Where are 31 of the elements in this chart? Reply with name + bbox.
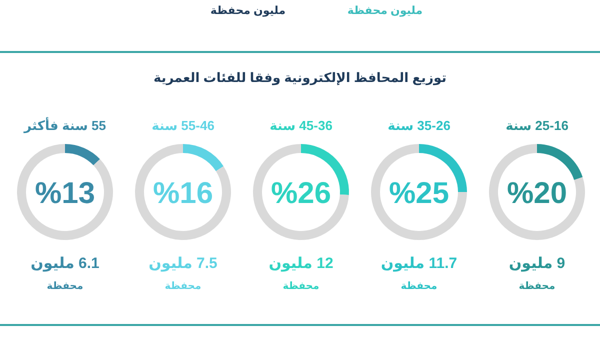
text: 9 مليون [508, 255, 566, 272]
donut-slice [65, 144, 100, 166]
donut-slice [135, 144, 231, 240]
chart-title: 55-46 سنة [152, 118, 214, 133]
text: محفظة [518, 281, 556, 292]
text: مليون محفظة [347, 5, 423, 17]
chart-title: 35-26 سنة [388, 118, 450, 133]
text: %25 [388, 177, 450, 210]
text: مليون محفظة [210, 5, 286, 17]
text: محفظة [400, 281, 438, 292]
donut-slice [537, 144, 583, 180]
text: %26 [270, 177, 332, 210]
text: 12 مليون [268, 255, 334, 272]
chart-title: 25-16 سنة [506, 118, 568, 133]
text: 11.7 مليون [380, 255, 458, 272]
text: 6.1 مليون [30, 255, 100, 272]
text: %13 [34, 177, 96, 210]
donut-slice [17, 144, 113, 240]
text: %20 [506, 177, 568, 210]
donut-slice [253, 144, 349, 240]
text: محفظة [164, 281, 202, 292]
text: %16 [152, 177, 214, 210]
donut-slice [183, 144, 224, 172]
text: محفظة [46, 281, 84, 292]
text: توزيع المحافظ الإلكترونية وفقا للفئات العمرية [153, 70, 447, 86]
donut-slice [489, 144, 585, 240]
text: 7.5 مليون [148, 255, 218, 272]
chart-title: 45-36 سنة [270, 118, 332, 133]
text: محفظة [282, 281, 320, 292]
chart-title: 55 سنة فأكثر [22, 117, 106, 134]
donut-slice [371, 144, 467, 240]
